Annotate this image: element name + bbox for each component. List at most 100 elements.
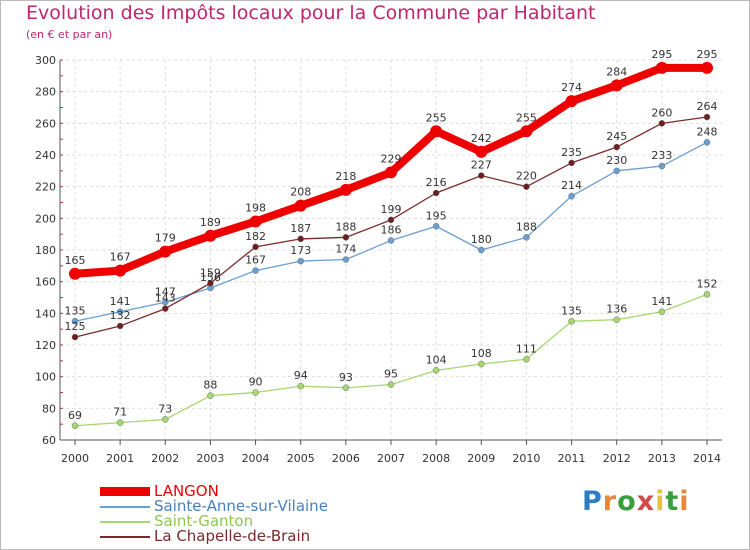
data-point	[568, 318, 575, 325]
x-tick-label: 2001	[106, 452, 134, 465]
data-label: 71	[113, 406, 127, 419]
x-tick-label: 2010	[512, 452, 540, 465]
x-tick-label: 2007	[377, 452, 405, 465]
data-point	[703, 291, 711, 298]
data-point	[71, 333, 79, 341]
data-label: 199	[381, 203, 402, 216]
data-label: 147	[155, 285, 176, 298]
data-point	[565, 95, 578, 108]
data-point	[610, 79, 623, 92]
data-label: 182	[245, 230, 266, 243]
data-point	[703, 139, 711, 146]
data-label: 248	[697, 125, 718, 138]
x-tick-label: 2002	[151, 452, 179, 465]
data-label: 274	[561, 81, 582, 94]
data-label: 233	[651, 149, 672, 162]
data-point	[387, 216, 395, 224]
data-point	[703, 113, 711, 121]
logo-letter: o	[617, 486, 637, 517]
data-point	[478, 172, 485, 179]
data-point	[162, 416, 169, 423]
logo-letter: P	[582, 486, 603, 517]
data-label: 173	[290, 244, 311, 257]
x-tick-label: 2006	[332, 452, 360, 465]
data-point	[207, 280, 214, 287]
data-point	[294, 199, 307, 212]
data-point	[523, 356, 530, 363]
data-point	[387, 381, 395, 388]
x-tick-label: 2000	[61, 452, 89, 465]
data-point	[658, 162, 666, 170]
data-label: 135	[561, 304, 582, 317]
x-tick-label: 2011	[558, 452, 586, 465]
data-label: 108	[471, 347, 492, 360]
data-point	[655, 61, 668, 74]
data-label: 167	[245, 254, 266, 267]
data-point	[71, 318, 79, 325]
logo-letter: x	[636, 486, 656, 517]
data-label: 220	[516, 170, 537, 183]
data-point	[432, 223, 440, 230]
data-point	[252, 243, 259, 251]
data-label: 214	[561, 179, 582, 192]
x-tick-label: 2003	[196, 452, 224, 465]
data-point	[116, 419, 124, 426]
data-point	[568, 192, 575, 200]
data-label: 104	[426, 353, 447, 366]
data-label: 295	[697, 48, 718, 61]
legend-label: LANGON	[154, 482, 219, 500]
y-tick-label: 180	[35, 244, 56, 257]
data-label: 216	[426, 176, 447, 189]
y-tick-label: 120	[35, 339, 56, 352]
data-point	[701, 61, 713, 74]
y-tick-label: 200	[35, 212, 56, 225]
data-label: 187	[290, 222, 311, 235]
y-tick-label: 300	[35, 54, 56, 67]
data-label: 245	[606, 130, 627, 143]
data-label: 111	[516, 342, 537, 355]
data-point	[342, 234, 350, 241]
data-point	[114, 264, 127, 277]
data-label: 141	[110, 295, 131, 308]
data-label: 180	[471, 233, 492, 246]
logo-letter: t	[665, 486, 680, 517]
data-point	[520, 125, 533, 138]
data-point	[69, 267, 81, 280]
logo-letter: i	[655, 486, 666, 517]
data-label: 264	[697, 100, 718, 113]
data-point	[342, 384, 350, 391]
data-point	[297, 235, 304, 243]
data-point	[432, 367, 440, 374]
data-label: 189	[200, 216, 221, 229]
data-point	[342, 256, 350, 263]
data-label: 284	[606, 65, 627, 78]
data-label: 93	[339, 371, 353, 384]
legend-swatch	[100, 506, 150, 508]
data-label: 208	[290, 186, 311, 199]
data-point	[204, 229, 217, 242]
data-label: 242	[471, 132, 492, 145]
data-label: 132	[110, 309, 131, 322]
data-point	[478, 360, 485, 368]
data-label: 235	[561, 146, 582, 159]
data-point	[387, 237, 395, 244]
y-tick-label: 260	[35, 117, 56, 130]
legend-label: Sainte-Anne-sur-Vilaine	[154, 497, 328, 515]
legend-label: Saint-Ganton	[154, 512, 254, 530]
data-point	[658, 308, 666, 315]
data-point	[568, 159, 575, 167]
data-label: 165	[65, 254, 86, 267]
data-label: 159	[200, 266, 221, 279]
data-label: 229	[381, 152, 402, 165]
y-tick-label: 280	[35, 86, 56, 99]
data-label: 186	[381, 224, 402, 237]
data-label: 152	[697, 277, 718, 290]
data-label: 141	[651, 295, 672, 308]
data-label: 260	[651, 106, 672, 119]
data-point	[162, 299, 169, 306]
x-tick-label: 2012	[603, 452, 631, 465]
data-point	[71, 422, 79, 429]
legend-swatch	[100, 521, 150, 523]
y-tick-label: 160	[35, 276, 56, 289]
proxiti-logo: Proxiti	[582, 486, 690, 517]
